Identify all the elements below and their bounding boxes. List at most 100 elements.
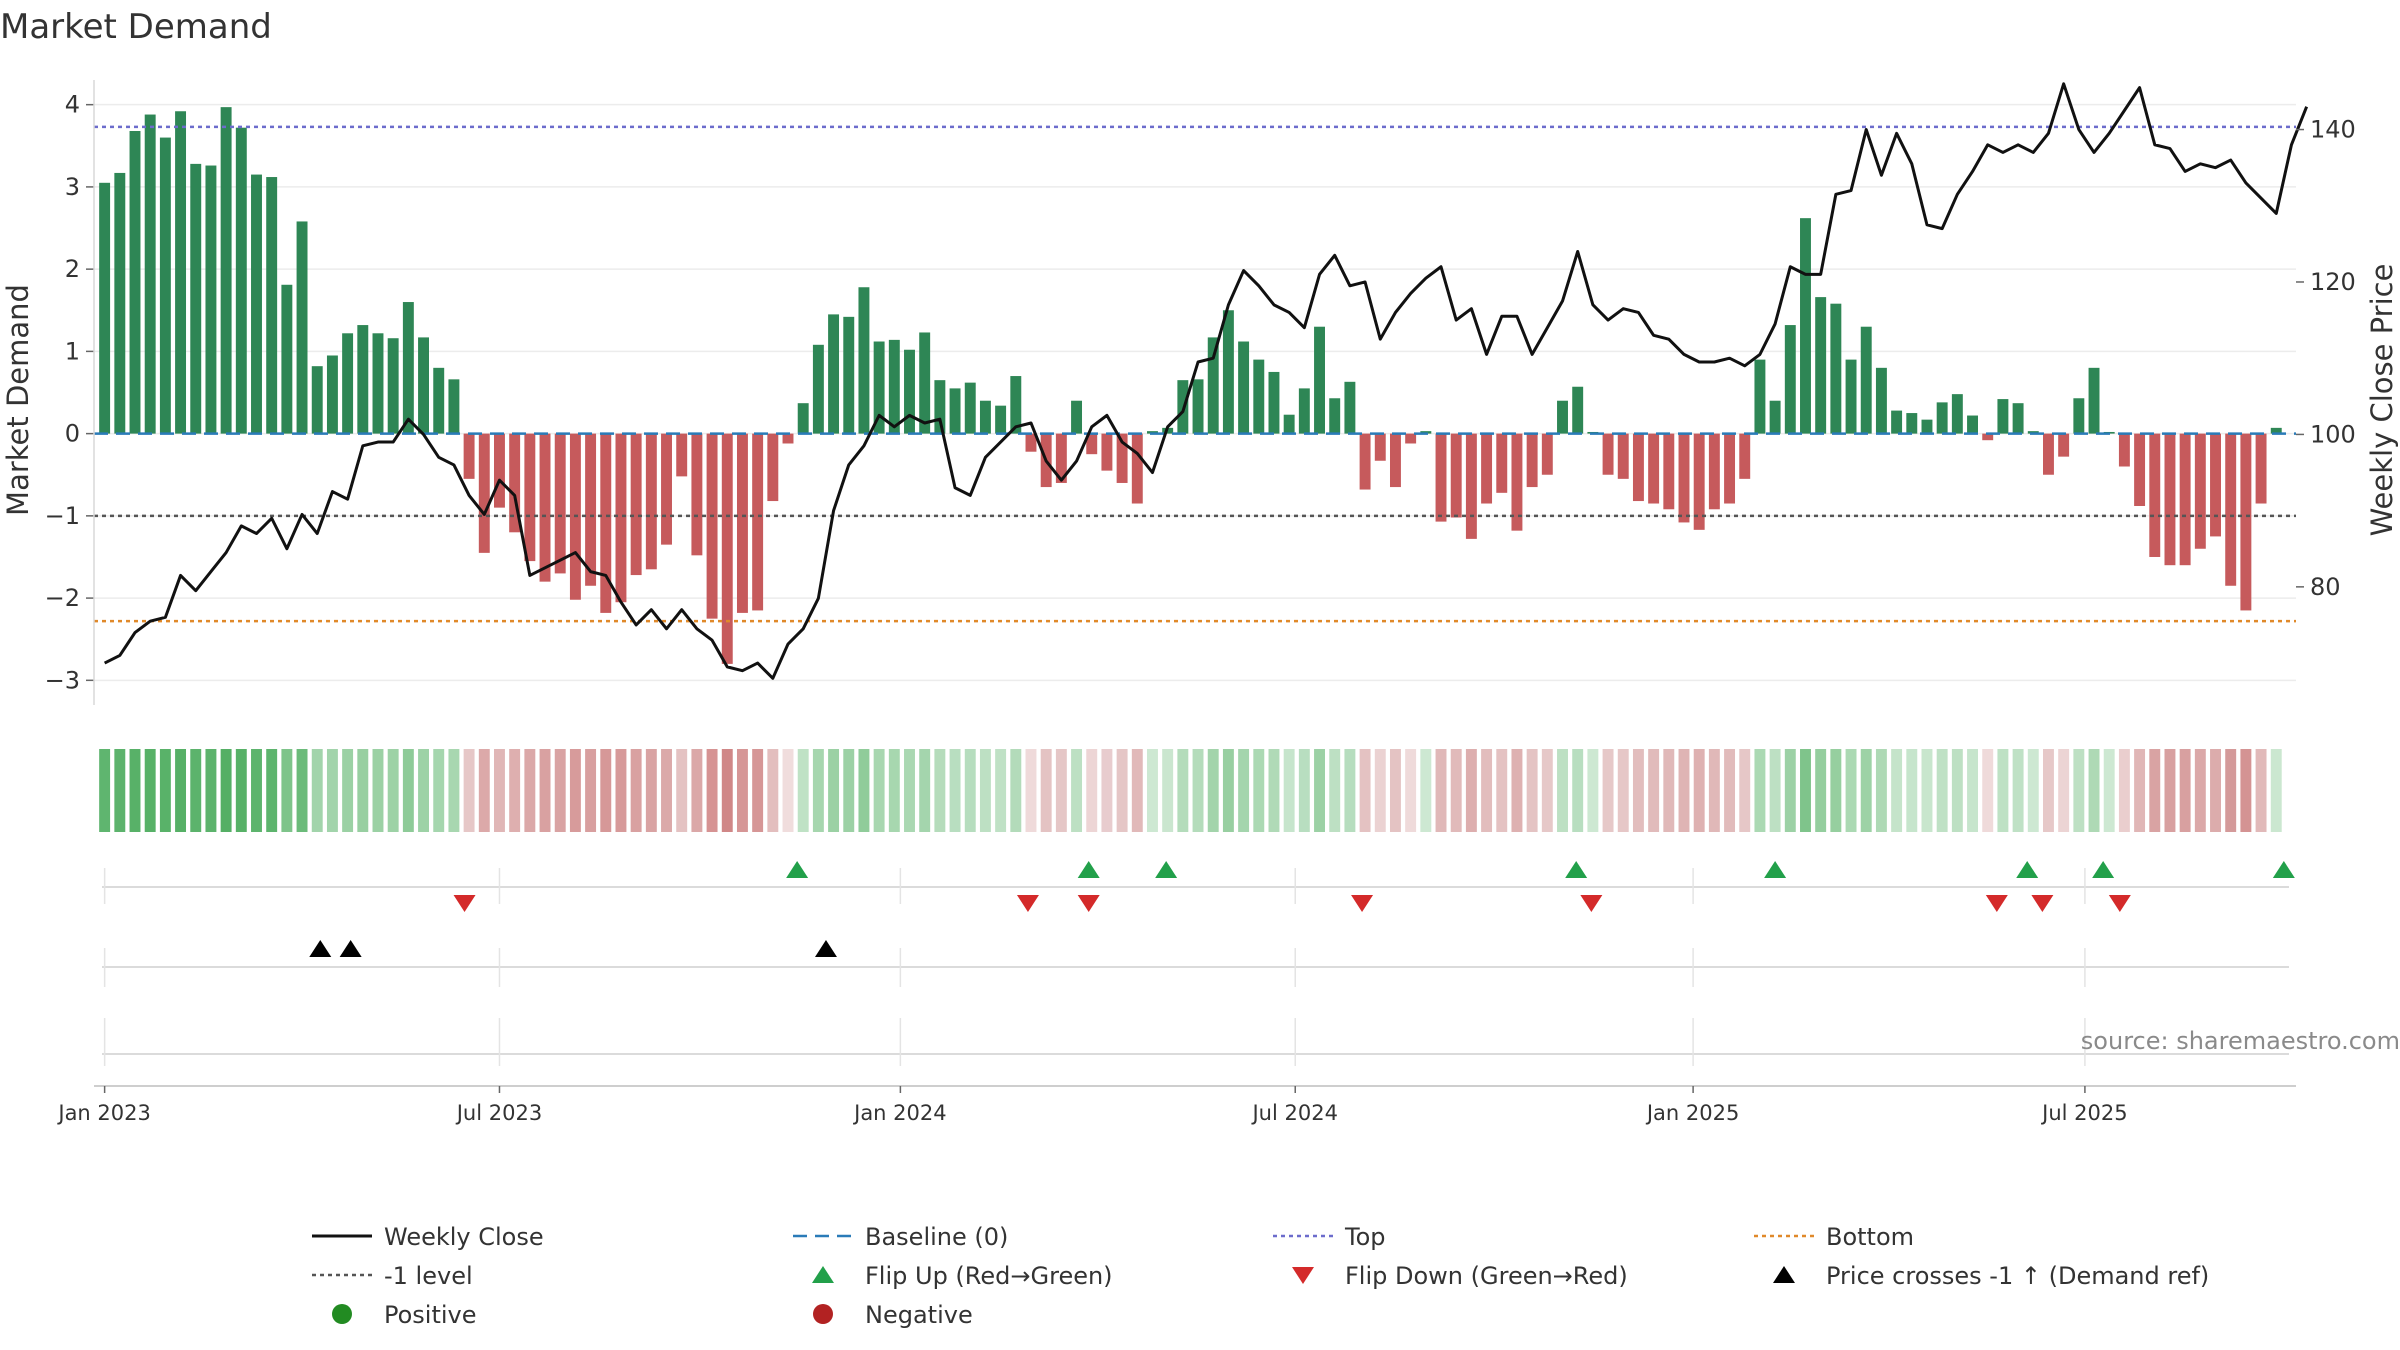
heat-strip-cell bbox=[1238, 749, 1250, 832]
heat-strip-cell bbox=[1496, 749, 1508, 832]
heat-strip-cell bbox=[1617, 749, 1629, 832]
negative-bar bbox=[600, 433, 612, 613]
flip-down-marker bbox=[453, 895, 476, 912]
legend-label-negative: Negative bbox=[865, 1301, 973, 1329]
heat-strip-cell bbox=[1010, 749, 1022, 832]
negative-bar bbox=[1481, 433, 1493, 504]
positive-bar bbox=[904, 349, 915, 434]
axes: −3 −2 −1 0 1 2 3 4 80 100 120 140 bbox=[45, 80, 2356, 705]
heat-strip-cell bbox=[782, 749, 794, 832]
heat-strip-cell bbox=[767, 749, 779, 832]
positive-bar bbox=[1800, 218, 1811, 434]
heat-strip-cell bbox=[1815, 749, 1827, 832]
heat-strip-cell bbox=[1891, 749, 1903, 832]
heat-strip-cell bbox=[1101, 749, 1113, 832]
date-tick-label: Jan 2023 bbox=[56, 1101, 151, 1125]
positive-bar bbox=[1207, 337, 1219, 434]
date-axis: Jan 2023 Jul 2023 Jan 2024 Jul 2024 Jan 2025… bbox=[56, 1085, 2296, 1125]
negative-bar bbox=[1389, 433, 1401, 488]
legend-swatch-positive bbox=[332, 1304, 352, 1324]
negative-bar bbox=[1982, 433, 1994, 441]
heat-strip-cell bbox=[2210, 749, 2221, 832]
negative-bar bbox=[721, 433, 733, 664]
heat-strip-cell bbox=[159, 749, 171, 832]
demand-heat-strip bbox=[99, 749, 2282, 832]
positive-bar bbox=[99, 182, 111, 434]
negative-bar bbox=[1724, 433, 1736, 504]
positive-bar bbox=[190, 163, 202, 434]
heat-strip-cell bbox=[509, 749, 521, 832]
positive-bar bbox=[919, 332, 931, 434]
legend: Weekly Close Baseline (0) Top Bottom -1 leve… bbox=[312, 1223, 2209, 1329]
heat-strip-cell bbox=[752, 749, 764, 832]
left-y-tick-label: 3 bbox=[65, 173, 80, 201]
right-y-tick-label: 120 bbox=[2310, 268, 2356, 296]
heat-strip-cell bbox=[1116, 749, 1128, 832]
heat-strip-cell bbox=[1177, 749, 1189, 832]
legend-label-positive: Positive bbox=[384, 1301, 477, 1329]
heat-strip-cell bbox=[129, 749, 141, 832]
heat-strip-cell bbox=[585, 749, 597, 832]
positive-bar bbox=[2270, 427, 2282, 434]
heat-strip-cell bbox=[418, 749, 429, 832]
heat-strip-cell bbox=[2255, 749, 2267, 832]
heat-strip-cell bbox=[114, 749, 126, 832]
negative-bar bbox=[1086, 433, 1098, 455]
positive-bar bbox=[1967, 415, 1978, 434]
positive-bar bbox=[1754, 359, 1766, 434]
heat-strip-cell bbox=[706, 749, 718, 832]
heat-strip-cell bbox=[554, 749, 566, 832]
heat-strip-cell bbox=[1921, 749, 1933, 832]
positive-bar bbox=[1192, 379, 1204, 434]
negative-bar bbox=[1663, 433, 1675, 510]
positive-bar bbox=[175, 111, 187, 434]
positive-bar bbox=[266, 177, 278, 434]
positive-bar bbox=[1298, 388, 1310, 434]
heat-strip-cell bbox=[1329, 749, 1341, 832]
negative-bar bbox=[1435, 433, 1447, 522]
negative-bar bbox=[676, 433, 688, 477]
left-y-tick-label: −3 bbox=[45, 666, 80, 694]
heat-strip-cell bbox=[1648, 749, 1660, 832]
heat-strip-cell bbox=[873, 749, 885, 832]
heat-strip-cell bbox=[478, 749, 490, 832]
heat-strip-cell bbox=[2073, 749, 2085, 832]
positive-bar bbox=[858, 287, 870, 434]
negative-bar bbox=[2240, 433, 2252, 611]
flip-down-marker bbox=[2031, 895, 2054, 912]
heat-strip-cell bbox=[1906, 749, 1918, 832]
heat-strip-cell bbox=[600, 749, 612, 832]
negative-bar bbox=[2179, 433, 2191, 566]
positive-bar bbox=[828, 314, 840, 434]
heat-strip-cell bbox=[2194, 749, 2206, 832]
negative-bar bbox=[1450, 433, 1462, 518]
flip-up-marker bbox=[786, 861, 809, 878]
heat-strip-cell bbox=[843, 749, 855, 832]
heat-strip-cell bbox=[888, 749, 900, 832]
flip-up-marker bbox=[1077, 861, 1100, 878]
negative-bar bbox=[2210, 433, 2221, 537]
heat-strip-cell bbox=[1298, 749, 1310, 832]
positive-bar bbox=[433, 367, 445, 434]
negative-bar bbox=[478, 433, 490, 553]
negative-bar bbox=[630, 433, 642, 576]
positive-bar bbox=[144, 114, 156, 434]
heat-strip-cell bbox=[828, 749, 840, 832]
legend-item-flip-down: Flip Down (Green→Red) bbox=[1292, 1262, 1628, 1290]
negative-bar bbox=[2255, 433, 2267, 504]
positive-bar bbox=[2088, 367, 2100, 434]
negative-bar bbox=[1632, 433, 1644, 502]
price-cross-marker bbox=[309, 940, 332, 957]
heat-strip-cell bbox=[1207, 749, 1219, 832]
heat-strip-cell bbox=[736, 749, 748, 832]
legend-label-weekly-close: Weekly Close bbox=[384, 1223, 544, 1251]
positive-bar bbox=[1815, 297, 1827, 434]
heat-strip-cell bbox=[1314, 749, 1325, 832]
legend-item-top: Top bbox=[1273, 1223, 1386, 1251]
heat-strip-cell bbox=[2240, 749, 2252, 832]
heat-strip-cell bbox=[1268, 749, 1280, 832]
left-y-tick-label: 2 bbox=[65, 255, 80, 283]
positive-bar bbox=[220, 107, 232, 434]
heat-strip-cell bbox=[1511, 749, 1523, 832]
heat-strip-cell bbox=[1374, 749, 1386, 832]
